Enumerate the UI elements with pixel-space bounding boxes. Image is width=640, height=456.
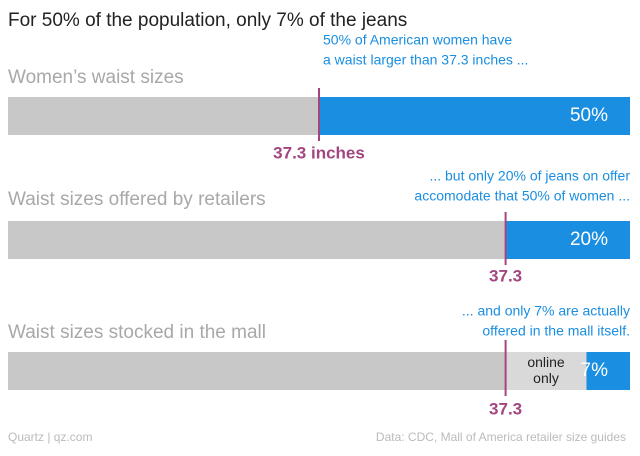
segment-name: online only — [527, 354, 565, 386]
bar-segment — [586, 352, 630, 390]
bar-segment — [8, 97, 319, 135]
annotation: accomodate that 50% of women ... — [414, 188, 630, 204]
annotation: 50% of American women have — [323, 32, 512, 48]
annotation: ... and only 7% are actually — [462, 303, 630, 319]
chart-title: For 50% of the population, only 7% of th… — [8, 10, 407, 31]
bar-segment — [8, 221, 506, 259]
bar-segment — [505, 221, 630, 259]
marker-label: 37.3 inches — [273, 143, 365, 162]
value-label: 20% — [570, 229, 608, 250]
annotation: ... but only 20% of jeans on offer — [429, 168, 630, 184]
bar-segment — [505, 352, 587, 390]
bar-label: Waist sizes stocked in the mall — [8, 322, 266, 343]
bar-segment — [319, 97, 630, 135]
bar-label: Waist sizes offered by retailers — [8, 189, 266, 210]
bar-label: Women’s waist sizes — [8, 67, 184, 88]
source-left: Quartz | qz.com — [8, 430, 92, 444]
value-label: 7% — [581, 360, 609, 381]
bar-segment — [8, 352, 506, 390]
value-label: 50% — [570, 105, 608, 126]
marker-label: 37.3 — [489, 399, 522, 418]
marker-label: 37.3 — [489, 266, 522, 285]
source-right: Data: CDC, Mall of America retailer size… — [376, 430, 626, 444]
annotation: offered in the mall itself. — [482, 323, 630, 339]
annotation: a waist larger than 37.3 inches ... — [323, 52, 528, 68]
